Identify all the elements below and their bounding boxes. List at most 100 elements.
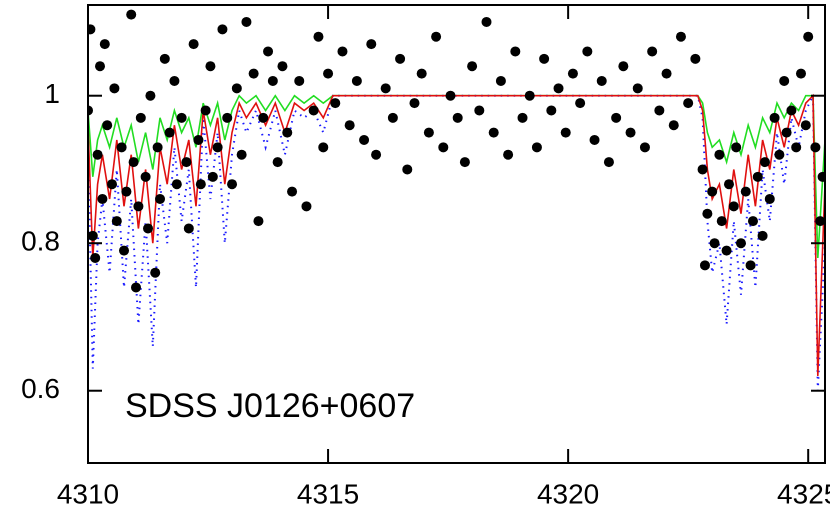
data-point — [171, 179, 182, 190]
data-point — [128, 157, 139, 168]
data-point — [107, 179, 118, 190]
data-point — [121, 186, 132, 197]
x-tick-label: 4320 — [537, 478, 599, 509]
data-point — [769, 112, 780, 123]
data-point — [380, 83, 391, 94]
data-point — [740, 186, 751, 197]
data-point — [714, 149, 725, 160]
data-point — [102, 120, 113, 131]
data-point — [176, 112, 187, 123]
data-point — [752, 171, 763, 182]
data-point — [546, 105, 557, 116]
data-point — [618, 61, 629, 72]
data-point — [95, 61, 106, 72]
data-point — [402, 164, 413, 175]
data-point — [459, 157, 470, 168]
data-point — [359, 134, 370, 145]
data-point — [735, 238, 746, 249]
model-line — [88, 94, 825, 259]
data-point — [159, 53, 170, 64]
data-point — [88, 24, 96, 35]
data-point — [759, 157, 770, 168]
data-point — [661, 68, 672, 79]
data-point — [539, 53, 550, 64]
data-point — [313, 31, 324, 42]
data-point — [803, 31, 814, 42]
data-point — [111, 216, 122, 227]
data-point — [119, 245, 130, 256]
plot-frame — [87, 4, 826, 464]
plot-area — [88, 9, 825, 391]
data-point — [207, 171, 218, 182]
data-point — [553, 83, 564, 94]
data-point — [294, 75, 305, 86]
data-point — [253, 216, 264, 227]
data-point — [200, 105, 211, 116]
data-point — [632, 83, 643, 94]
data-point — [133, 201, 144, 212]
data-point — [236, 149, 247, 160]
data-point — [416, 68, 427, 79]
data-point — [188, 39, 199, 50]
data-point — [248, 68, 259, 79]
data-point — [731, 142, 742, 153]
data-point — [131, 282, 142, 293]
data-point — [702, 208, 713, 219]
data-point — [697, 164, 708, 175]
data-point — [815, 216, 825, 227]
y-tick-label: 0.8 — [21, 226, 60, 257]
data-point — [337, 46, 348, 57]
data-point — [764, 193, 775, 204]
data-point — [800, 120, 811, 131]
data-point — [625, 127, 636, 138]
data-point — [90, 252, 101, 263]
data-point — [728, 201, 739, 212]
data-point — [639, 142, 650, 153]
data-point — [654, 105, 665, 116]
data-point — [560, 127, 571, 138]
data-point — [301, 201, 312, 212]
data-point — [88, 105, 93, 116]
model-line — [88, 94, 825, 391]
data-point — [351, 75, 362, 86]
data-point — [723, 179, 734, 190]
data-point — [467, 61, 478, 72]
data-point — [308, 105, 319, 116]
data-point — [97, 193, 108, 204]
data-point — [409, 98, 420, 109]
data-point — [135, 112, 146, 123]
y-tick-label: 1 — [44, 78, 60, 109]
data-point — [524, 90, 535, 101]
data-point — [683, 98, 694, 109]
data-point — [88, 230, 98, 241]
data-point — [222, 112, 233, 123]
data-point — [567, 68, 578, 79]
data-point — [488, 127, 499, 138]
data-point — [183, 223, 194, 234]
data-point — [140, 171, 151, 182]
data-point — [258, 112, 269, 123]
data-point — [169, 75, 180, 86]
data-point — [668, 120, 679, 131]
data-point — [116, 142, 127, 153]
data-point — [709, 238, 720, 249]
data-point — [675, 31, 686, 42]
data-point — [92, 149, 103, 160]
data-point — [152, 142, 163, 153]
data-point — [503, 149, 514, 160]
data-point — [371, 149, 382, 160]
data-point — [126, 9, 137, 20]
data-point — [241, 16, 252, 27]
data-point — [155, 193, 166, 204]
data-point — [452, 112, 463, 123]
data-point — [431, 31, 442, 42]
data-point — [164, 127, 175, 138]
data-point — [757, 230, 768, 241]
data-point — [596, 75, 607, 86]
data-point — [263, 46, 274, 57]
data-point — [817, 171, 825, 182]
x-tick-label: 4315 — [297, 478, 359, 509]
data-point — [181, 157, 192, 168]
data-point — [510, 46, 521, 57]
